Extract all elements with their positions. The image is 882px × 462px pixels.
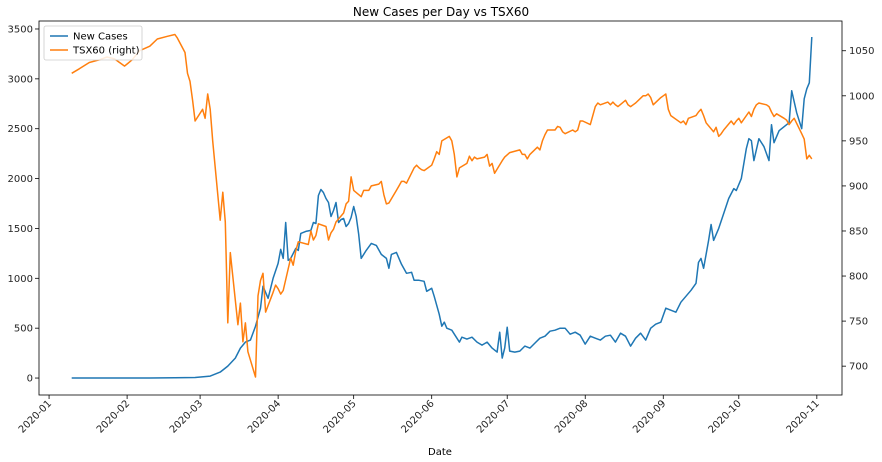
x-axis-label: Date bbox=[428, 447, 452, 458]
x-tick-label: 2020-10 bbox=[707, 398, 744, 435]
series-lines bbox=[71, 33, 813, 379]
legend-label-tsx60: TSX60 (right) bbox=[72, 46, 140, 57]
left-y-axis: 0 500 1000 1500 2000 2500 3000 3500 bbox=[8, 24, 39, 385]
legend-label-new-cases: New Cases bbox=[73, 32, 128, 43]
left-y-tick-label: 2000 bbox=[8, 174, 33, 185]
x-tick-label: 2020-09 bbox=[631, 398, 668, 435]
right-y-tick-label: 700 bbox=[849, 362, 868, 373]
left-y-tick-label: 0 bbox=[27, 374, 33, 385]
x-tick-label: 2020-02 bbox=[95, 398, 132, 435]
left-y-tick-label: 3500 bbox=[8, 24, 33, 35]
left-y-tick-label: 2500 bbox=[8, 124, 33, 135]
legend-box bbox=[43, 25, 143, 61]
plot-frame bbox=[38, 20, 843, 396]
x-tick-label: 2020-04 bbox=[246, 398, 283, 435]
right-y-tick-label: 900 bbox=[849, 181, 868, 192]
right-y-tick-label: 1050 bbox=[849, 46, 874, 57]
right-y-tick-label: 1000 bbox=[849, 91, 874, 102]
x-tick-label: 2020-11 bbox=[785, 398, 822, 435]
series-line-new-cases bbox=[71, 36, 813, 379]
x-tick-label: 2020-08 bbox=[553, 398, 590, 435]
left-y-tick-label: 3000 bbox=[8, 74, 33, 85]
x-tick-label: 2020-03 bbox=[168, 398, 205, 435]
legend: New Cases TSX60 (right) bbox=[43, 25, 143, 61]
right-y-tick-label: 950 bbox=[849, 136, 868, 147]
right-y-axis: 700 750 800 850 900 950 1000 1050 bbox=[842, 46, 874, 373]
x-tick-label: 2020-01 bbox=[17, 398, 54, 435]
x-axis: 2020-01 2020-02 2020-03 2020-04 2020-05 2020-… bbox=[17, 395, 822, 436]
left-y-tick-label: 1500 bbox=[8, 224, 33, 235]
series-line-tsx60 bbox=[71, 33, 813, 378]
left-y-tick-label: 1000 bbox=[8, 274, 33, 285]
chart-title: New Cases per Day vs TSX60 bbox=[353, 5, 529, 19]
x-tick-label: 2020-05 bbox=[321, 398, 358, 435]
x-tick-label: 2020-06 bbox=[399, 398, 436, 435]
right-y-tick-label: 800 bbox=[849, 272, 868, 283]
left-y-tick-label: 500 bbox=[14, 324, 33, 335]
x-tick-label: 2020-07 bbox=[475, 398, 512, 435]
right-y-tick-label: 750 bbox=[849, 317, 868, 328]
right-y-tick-label: 850 bbox=[849, 226, 868, 237]
